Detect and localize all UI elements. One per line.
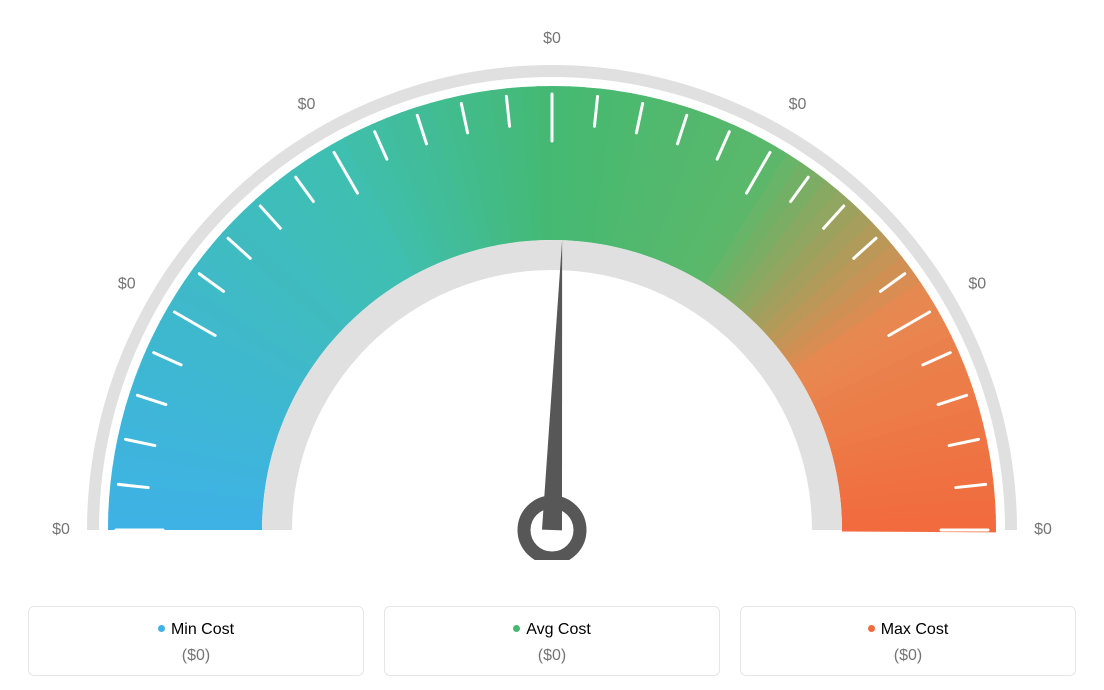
gauge-cost-chart: $0 $0 $0 $0 $0 $0 $0 Min Cost ($0) Avg Cost ($…: [0, 0, 1104, 690]
legend-label-min: Min Cost: [171, 621, 234, 638]
legend-row: Min Cost ($0) Avg Cost ($0) Max Cost ($0…: [28, 606, 1076, 676]
gauge-svg: $0 $0 $0 $0 $0 $0 $0: [0, 0, 1104, 560]
legend-title-min: Min Cost: [39, 621, 353, 639]
legend-label-avg: Avg Cost: [526, 621, 591, 638]
legend-value-avg: ($0): [395, 647, 709, 665]
svg-text:$0: $0: [968, 276, 986, 293]
legend-title-max: Max Cost: [751, 621, 1065, 639]
svg-text:$0: $0: [52, 521, 70, 538]
gauge-area: $0 $0 $0 $0 $0 $0 $0: [0, 0, 1104, 560]
legend-dot-avg: [513, 625, 520, 632]
legend-card-min: Min Cost ($0): [28, 606, 364, 676]
legend-value-min: ($0): [39, 647, 353, 665]
svg-text:$0: $0: [789, 96, 807, 113]
svg-text:$0: $0: [118, 276, 136, 293]
svg-text:$0: $0: [543, 30, 561, 47]
svg-text:$0: $0: [298, 96, 316, 113]
svg-text:$0: $0: [1034, 521, 1052, 538]
legend-title-avg: Avg Cost: [395, 621, 709, 639]
legend-card-avg: Avg Cost ($0): [384, 606, 720, 676]
legend-dot-max: [868, 625, 875, 632]
legend-label-max: Max Cost: [881, 621, 949, 638]
legend-dot-min: [158, 625, 165, 632]
legend-value-max: ($0): [751, 647, 1065, 665]
legend-card-max: Max Cost ($0): [740, 606, 1076, 676]
